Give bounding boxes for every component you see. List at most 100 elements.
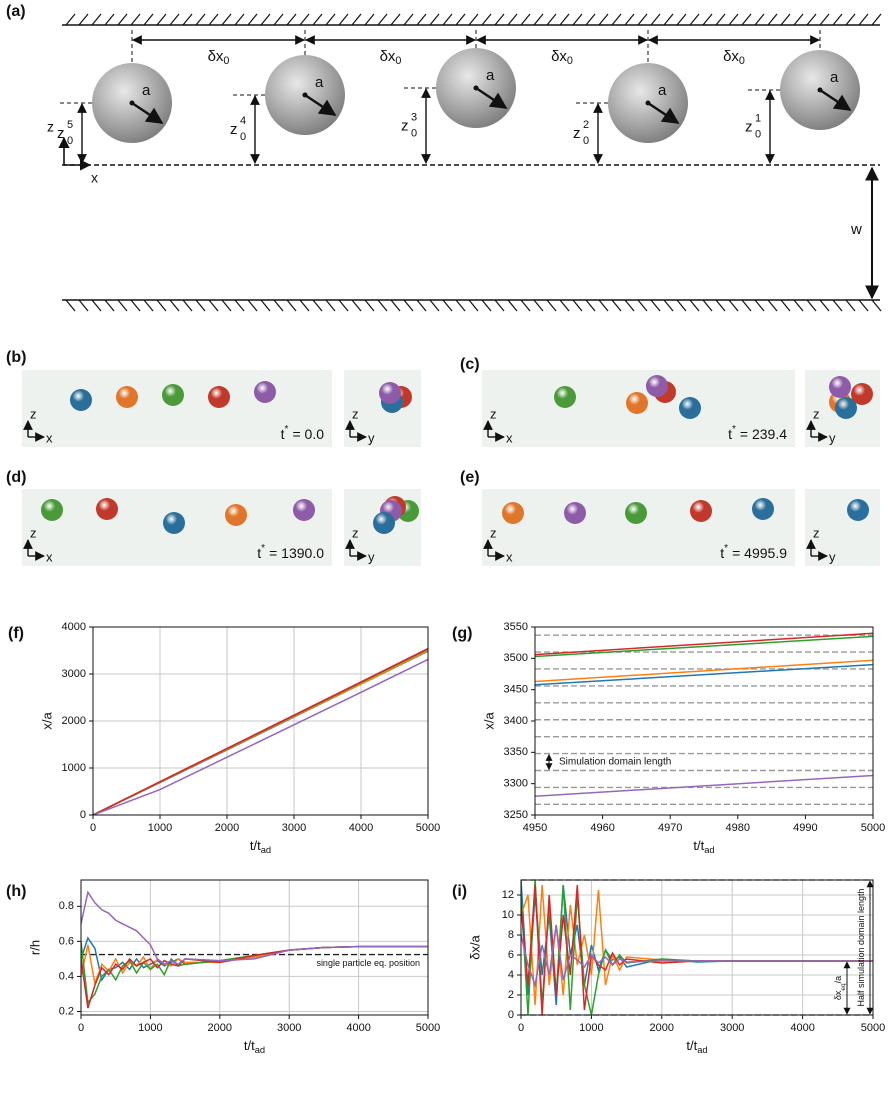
y-tick-label: 4000 xyxy=(62,621,86,633)
axis-label: z xyxy=(352,406,359,421)
wall-hatch xyxy=(91,299,102,312)
wall-hatch xyxy=(117,299,128,312)
text-part: ad xyxy=(704,845,714,855)
height-label: 0 xyxy=(411,127,417,139)
annotation: single particle eq. position xyxy=(316,958,420,968)
radius-arrow xyxy=(819,89,852,111)
wall-hatch xyxy=(624,299,635,312)
y-tick-label: 4 xyxy=(508,969,514,981)
text-part: δx xyxy=(208,48,224,65)
axis-label: z xyxy=(813,525,820,540)
annotation: Half simulation domain length xyxy=(856,888,866,1006)
x-tick-label: 2000 xyxy=(650,1022,674,1034)
y-tick-label: 0.8 xyxy=(59,900,74,912)
wall-hatch xyxy=(130,299,141,312)
text-part: eq xyxy=(840,983,847,991)
wall-hatch xyxy=(520,13,531,26)
height-label: z xyxy=(573,125,581,142)
particle xyxy=(625,502,647,524)
text-part: 0 xyxy=(739,55,745,67)
series-line xyxy=(535,663,873,686)
wall-hatch xyxy=(871,299,882,312)
wall-hatch xyxy=(286,13,297,26)
y-tick-label: 0.2 xyxy=(59,1005,74,1017)
wall-hatch xyxy=(377,299,388,312)
wall-hatch xyxy=(702,299,713,312)
panel-label: (c) xyxy=(460,356,480,373)
panel-label: (g) xyxy=(452,625,472,642)
y-tick-label: 3350 xyxy=(504,746,528,758)
text-part: t xyxy=(720,545,724,561)
wall-hatch xyxy=(832,13,843,26)
particle xyxy=(554,386,576,408)
text-part: t/t xyxy=(244,1038,255,1053)
y-axis-label: x/a xyxy=(39,712,54,730)
height-label: z xyxy=(230,121,238,138)
axis-label: z xyxy=(490,406,497,421)
wall-hatch xyxy=(104,299,115,312)
time-label: t* = 1390.0 xyxy=(257,543,324,561)
wall-hatch xyxy=(104,13,115,26)
y-tick-label: 6 xyxy=(508,949,514,961)
height-label: z xyxy=(401,117,409,134)
wall-hatch xyxy=(247,299,258,312)
wall-hatch xyxy=(234,299,245,312)
wall-hatch xyxy=(390,13,401,26)
text-part: t/t xyxy=(686,1038,697,1053)
particle xyxy=(96,498,118,520)
y-tick-label: 0.6 xyxy=(59,935,74,947)
x-axis-label: t/tad xyxy=(244,1038,265,1055)
axis-label: z xyxy=(30,525,37,540)
wall-hatch xyxy=(650,13,661,26)
height-label: 4 xyxy=(240,115,246,127)
wall-hatch xyxy=(481,299,492,312)
wall-hatch xyxy=(767,13,778,26)
wall-hatch xyxy=(221,299,232,312)
wall-hatch xyxy=(533,13,544,26)
wall-hatch xyxy=(494,299,505,312)
wall-hatch xyxy=(377,13,388,26)
wall-hatch xyxy=(468,299,479,312)
wall-hatch xyxy=(793,13,804,26)
wall-hatch xyxy=(455,299,466,312)
wall-hatch xyxy=(624,13,635,26)
series-line xyxy=(535,774,873,797)
time-label: t* = 239.4 xyxy=(728,424,787,442)
wall-hatch xyxy=(260,13,271,26)
particle xyxy=(293,499,315,521)
snapshot-box xyxy=(805,489,880,566)
wall-hatch xyxy=(585,299,596,312)
wall-hatch xyxy=(845,299,856,312)
snapshot-box xyxy=(344,370,421,447)
height-label: z xyxy=(57,125,65,142)
axis-label: y xyxy=(829,430,836,445)
height-label: 0 xyxy=(67,135,73,147)
particle xyxy=(254,381,276,403)
particle xyxy=(162,384,184,406)
axis-label: x xyxy=(46,549,53,564)
text-part: 0 xyxy=(567,55,573,67)
wall-hatch xyxy=(195,299,206,312)
wall-hatch xyxy=(273,13,284,26)
wall-hatch xyxy=(637,13,648,26)
text-part: t/t xyxy=(693,838,704,853)
wall-hatch xyxy=(143,13,154,26)
text-part: * xyxy=(732,424,736,435)
wall-hatch xyxy=(793,299,804,312)
wall-hatch xyxy=(741,13,752,26)
height-label: 0 xyxy=(583,135,589,147)
wall-hatch xyxy=(806,299,817,312)
text-part: δx xyxy=(723,48,739,65)
height-label: z xyxy=(745,118,753,135)
series-line xyxy=(535,632,873,656)
wall-hatch xyxy=(585,13,596,26)
text-part: Half simulation domain length xyxy=(856,888,866,1006)
panel-label: (f) xyxy=(8,625,24,642)
wall-hatch xyxy=(351,299,362,312)
text-part: 0 xyxy=(395,55,401,67)
text-part: t xyxy=(257,545,261,561)
spacing-label: δx0 xyxy=(551,48,573,67)
wall-hatch xyxy=(156,13,167,26)
wall-hatch xyxy=(559,13,570,26)
wall-hatch xyxy=(312,13,323,26)
